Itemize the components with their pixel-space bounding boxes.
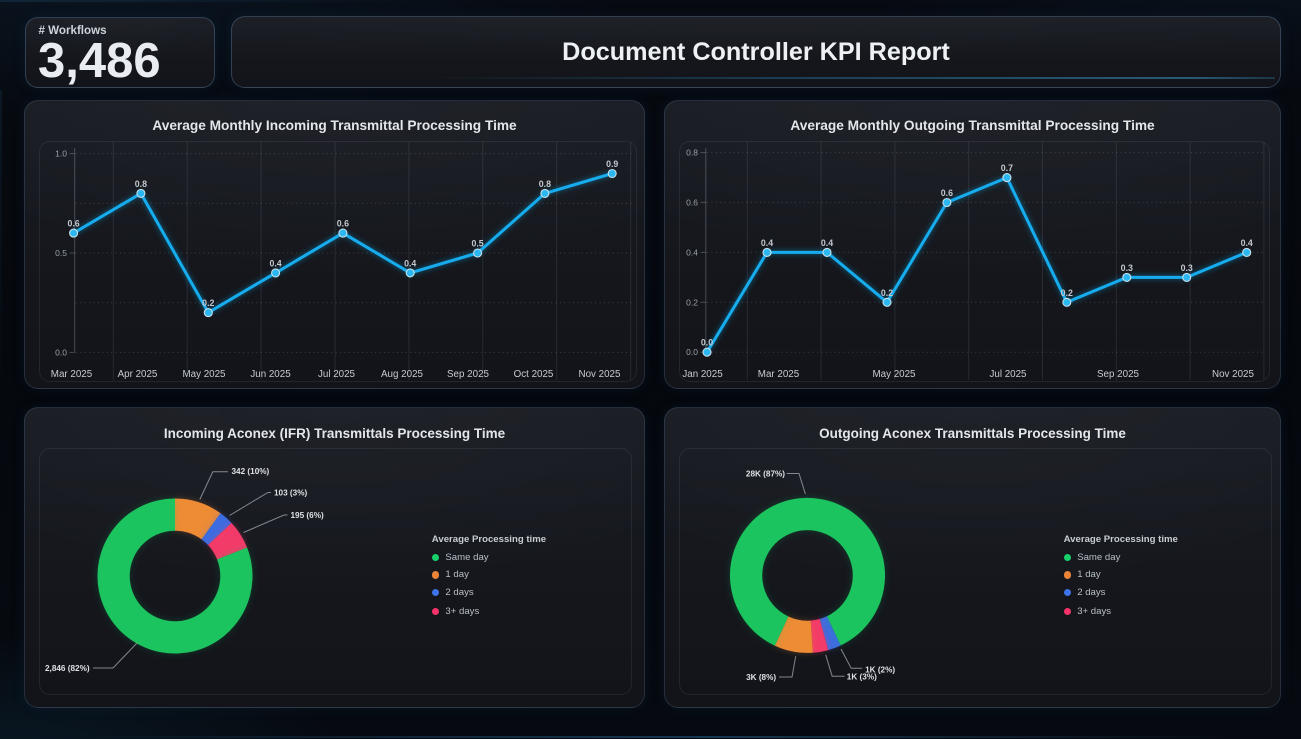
svg-text:103 (3%): 103 (3%) [274, 489, 307, 498]
svg-text:Apr 2025: Apr 2025 [118, 369, 158, 380]
svg-text:May 2025: May 2025 [182, 369, 226, 380]
svg-text:0.0: 0.0 [686, 347, 698, 357]
svg-text:195 (6%): 195 (6%) [291, 511, 324, 520]
svg-text:Jun 2025: Jun 2025 [250, 369, 291, 380]
svg-text:0.6: 0.6 [941, 188, 953, 198]
svg-text:Jul 2025: Jul 2025 [318, 369, 356, 380]
svg-text:342 (10%): 342 (10%) [232, 467, 270, 476]
svg-text:0.0: 0.0 [55, 347, 67, 357]
svg-text:Aug 2025: Aug 2025 [381, 369, 423, 380]
svg-text:Mar 2025: Mar 2025 [758, 369, 800, 380]
svg-text:0.5: 0.5 [471, 239, 483, 249]
svg-text:Mar 2025: Mar 2025 [51, 369, 93, 380]
svg-text:May 2025: May 2025 [872, 369, 916, 380]
svg-text:Nov 2025: Nov 2025 [579, 369, 621, 380]
svg-text:Jan 2025: Jan 2025 [682, 369, 723, 380]
svg-text:0.4: 0.4 [686, 247, 698, 257]
svg-text:0.9: 0.9 [606, 159, 618, 169]
svg-text:0.0: 0.0 [701, 338, 713, 348]
svg-text:Oct 2025: Oct 2025 [514, 369, 554, 380]
svg-text:0.4: 0.4 [1241, 238, 1253, 248]
svg-text:0.3: 0.3 [1181, 263, 1193, 273]
svg-text:0.5: 0.5 [55, 248, 67, 258]
svg-text:0.4: 0.4 [404, 258, 416, 268]
svg-text:0.2: 0.2 [1061, 288, 1073, 298]
svg-text:2,846 (82%): 2,846 (82%) [45, 664, 90, 673]
svg-text:1K (2%): 1K (2%) [865, 665, 895, 674]
svg-text:0.4: 0.4 [821, 238, 833, 248]
svg-text:Jul 2025: Jul 2025 [989, 369, 1027, 380]
svg-text:28K (87%): 28K (87%) [746, 470, 785, 479]
svg-text:0.6: 0.6 [67, 219, 79, 229]
svg-text:0.2: 0.2 [202, 298, 214, 308]
svg-text:0.2: 0.2 [686, 297, 698, 307]
svg-text:Sep 2025: Sep 2025 [1097, 369, 1139, 380]
svg-text:0.6: 0.6 [337, 219, 349, 229]
svg-text:0.6: 0.6 [686, 197, 698, 207]
svg-text:Nov 2025: Nov 2025 [1212, 369, 1254, 380]
svg-text:0.4: 0.4 [269, 258, 281, 268]
svg-text:Sep 2025: Sep 2025 [447, 369, 489, 380]
svg-text:0.8: 0.8 [135, 179, 147, 189]
svg-text:1K (3%): 1K (3%) [847, 672, 877, 681]
svg-text:0.8: 0.8 [539, 179, 551, 189]
svg-text:0.3: 0.3 [1121, 263, 1133, 273]
svg-text:3K (8%): 3K (8%) [746, 673, 776, 682]
svg-text:0.4: 0.4 [761, 238, 773, 248]
svg-text:0.7: 0.7 [1001, 163, 1013, 173]
svg-text:0.8: 0.8 [686, 148, 698, 158]
svg-text:0.2: 0.2 [881, 288, 893, 298]
svg-text:1.0: 1.0 [55, 149, 67, 159]
